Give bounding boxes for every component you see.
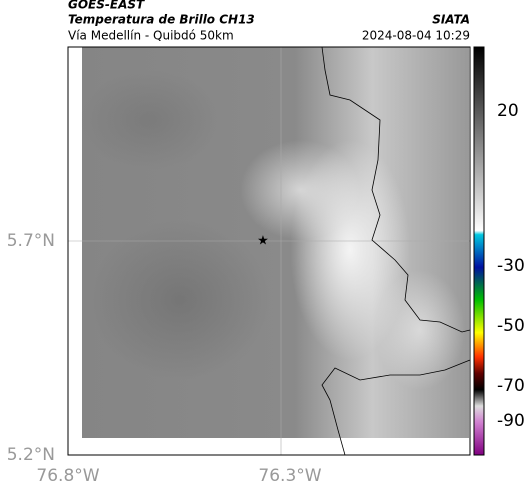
source-title: GOES-EAST <box>68 0 145 12</box>
lat-tick-label: 5.2°N <box>7 445 55 465</box>
colorbar-tick-label: -30 <box>497 256 525 276</box>
svg-text:★: ★ <box>257 234 269 249</box>
satellite-image: ★ <box>67 46 471 456</box>
colorbar-tick-label: -70 <box>497 376 525 396</box>
colorbar-tick-label: -90 <box>497 411 525 431</box>
lat-tick-label: 5.7°N <box>7 231 55 251</box>
lon-tick-label: 76.3°W <box>258 466 321 486</box>
colorbar-tick-label: 20 <box>497 101 519 121</box>
product-title: Temperatura de Brillo CH13 <box>68 13 255 27</box>
timestamp: 2024-08-04 10:29 <box>362 29 470 43</box>
colorbar: 20 -30 -50 -70 -90 <box>473 46 525 456</box>
region-title: Vía Medellín - Quibdó 50km <box>68 29 234 43</box>
agency: SIATA <box>432 13 470 27</box>
colorbar-tick-label: -50 <box>497 316 525 336</box>
lon-tick-label: 76.8°W <box>36 466 99 486</box>
